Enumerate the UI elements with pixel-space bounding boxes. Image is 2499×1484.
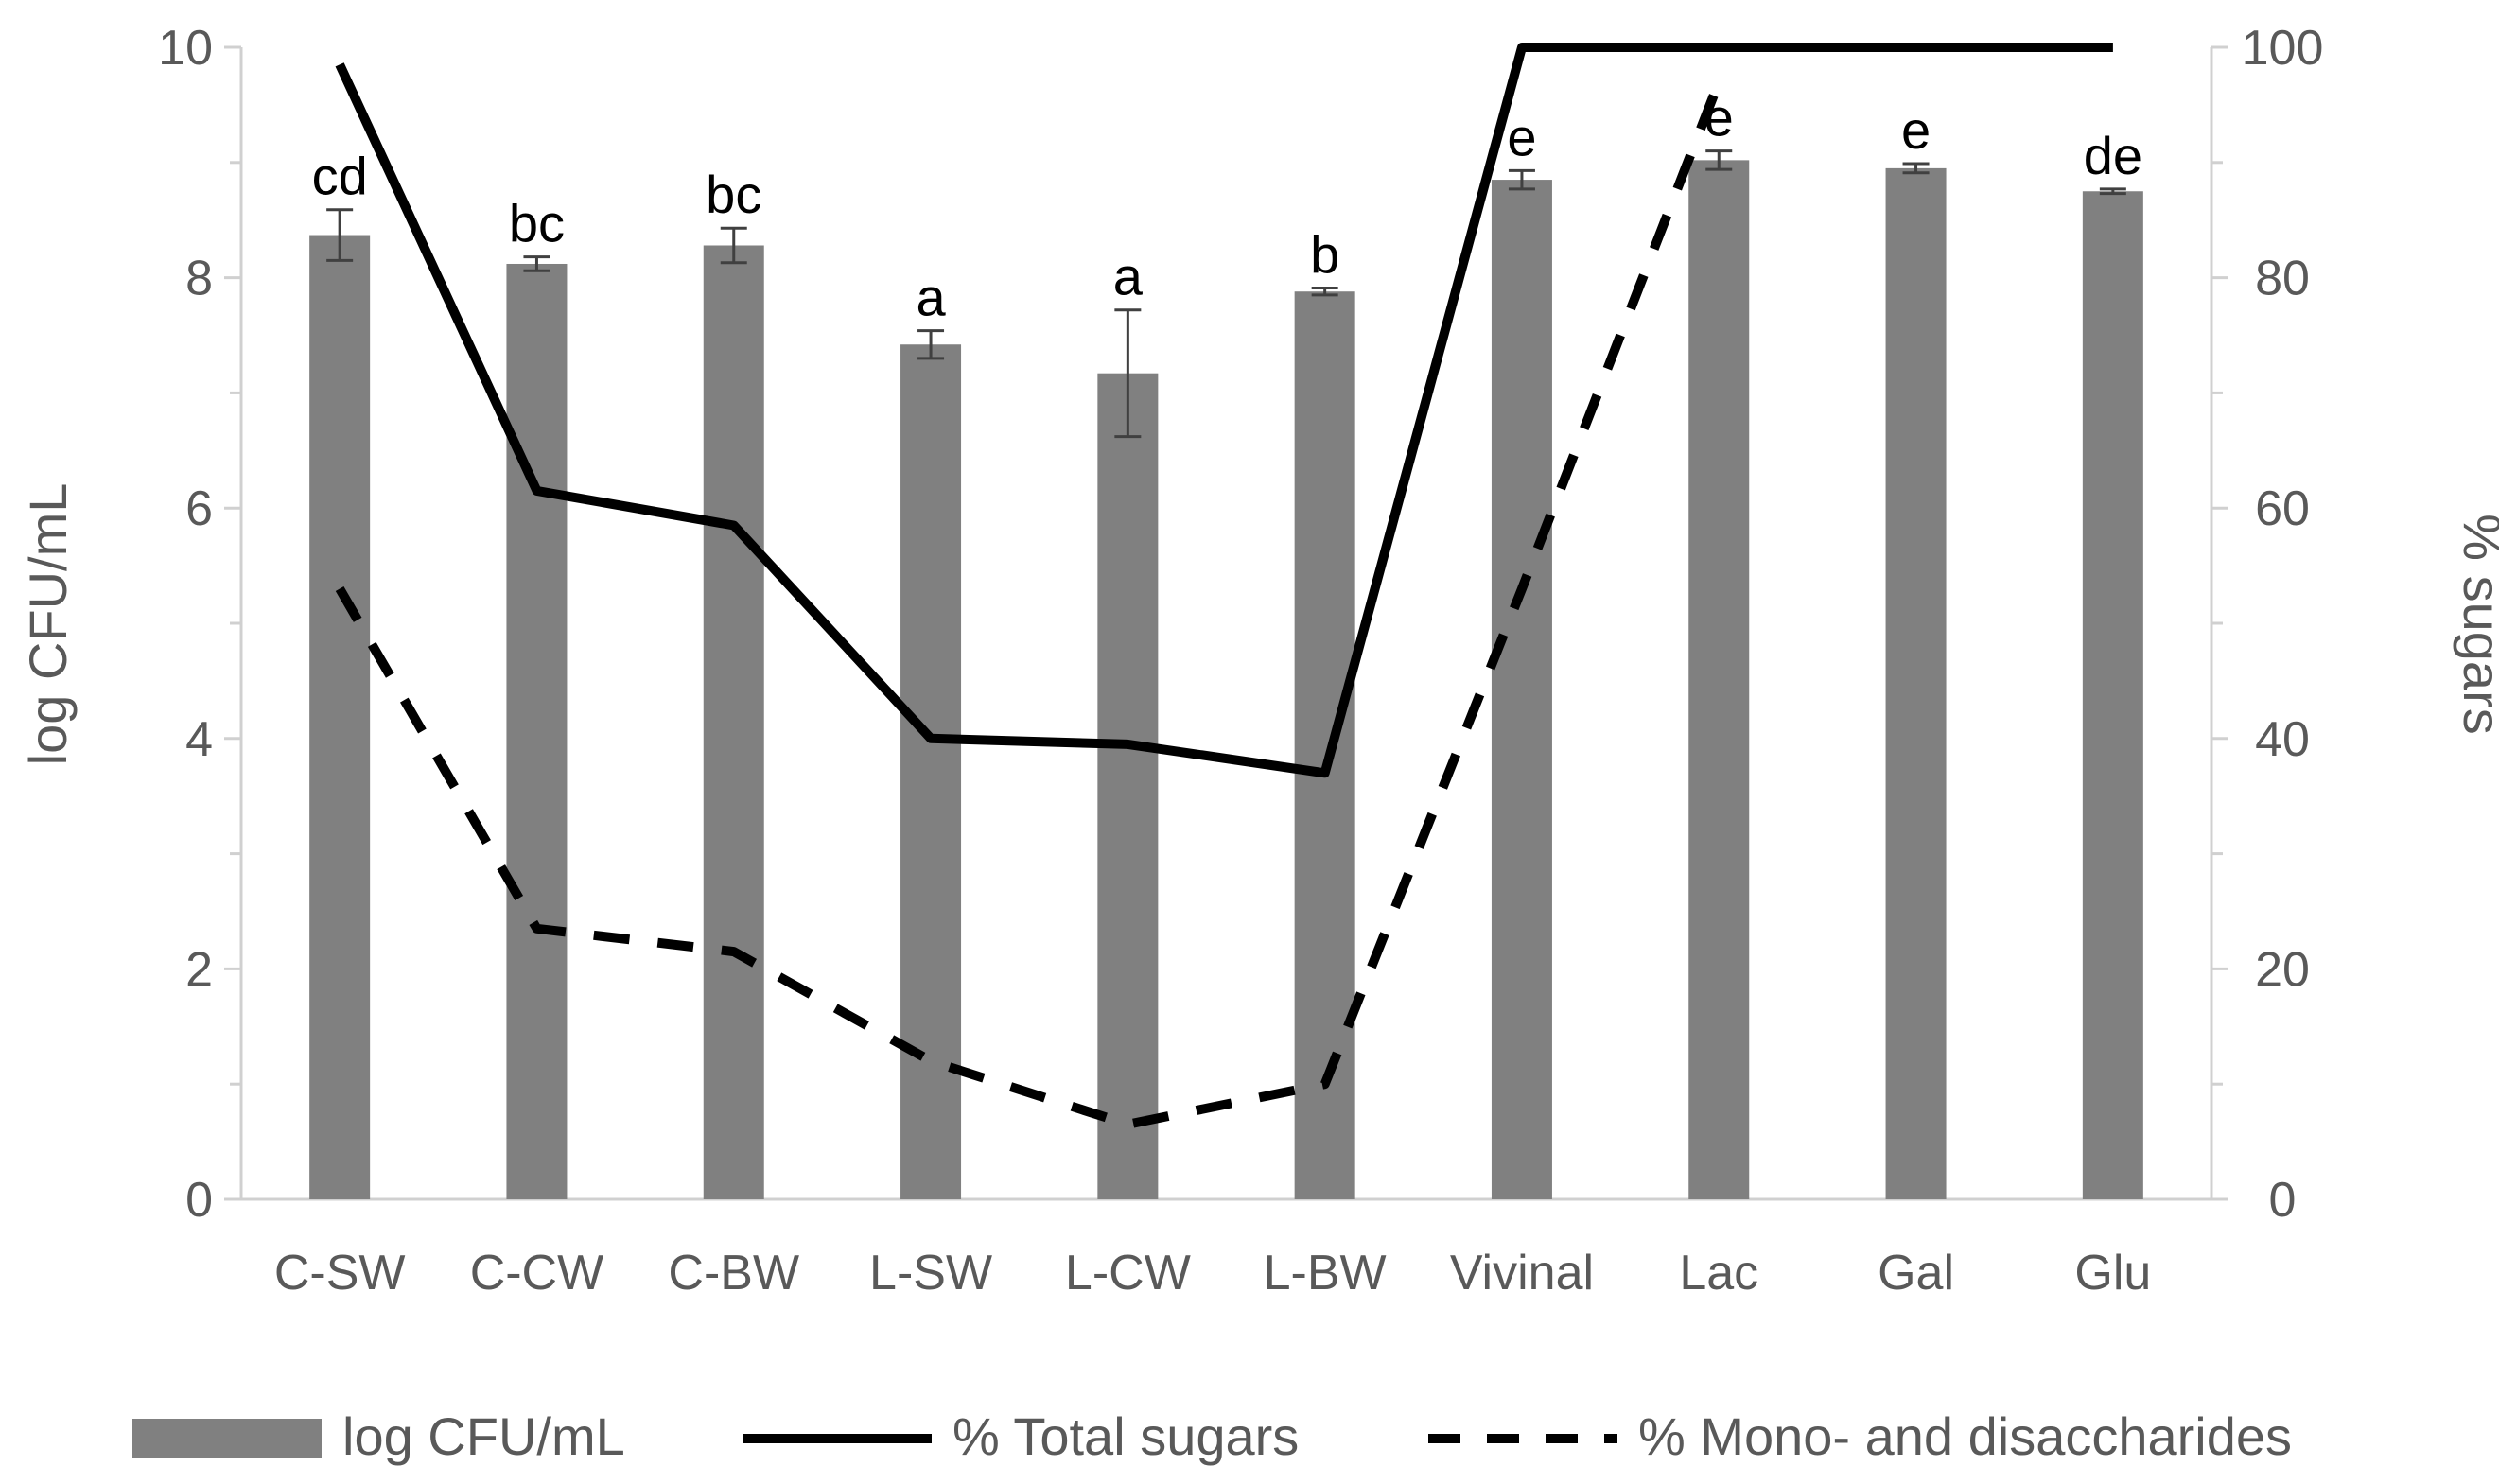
significance-label: e (1704, 88, 1734, 148)
axes-layer (224, 45, 2228, 1201)
x-tick-label: L-SW (869, 1246, 992, 1301)
x-tick-label: C-CW (470, 1246, 604, 1301)
y-right-tick-label: 100 (2242, 21, 2324, 76)
legend: log CFU/mL % Total sugars % Mono- and di… (132, 1406, 2292, 1466)
significance-label: e (1507, 107, 1536, 166)
y-left-tick-label: 6 (185, 481, 213, 536)
y-left-axis-title: log CFU/mL (18, 483, 78, 766)
legend-label-mono-disaccharides: % Mono- and disaccharides (1638, 1406, 2292, 1466)
labels-layer: 0246810020406080100cdC-SWbcC-CWbcC-BWaL-… (158, 21, 2323, 1301)
bar (1491, 180, 1552, 1199)
bar (1885, 167, 1947, 1199)
y-right-tick-label: 80 (2255, 252, 2310, 306)
legend-bar-swatch (132, 1419, 322, 1458)
significance-label: a (1113, 247, 1144, 306)
y-right-tick-label: 40 (2255, 712, 2310, 767)
significance-label: de (2084, 126, 2142, 185)
y-left-tick-label: 2 (185, 942, 213, 997)
bar (703, 245, 764, 1200)
mono-disaccharides-line (335, 79, 1723, 1129)
x-tick-label: L-CW (1065, 1246, 1191, 1301)
x-tick-label: Glu (2074, 1246, 2151, 1301)
bars-layer (309, 149, 2143, 1200)
bar (309, 235, 371, 1199)
y-right-tick-label: 60 (2255, 481, 2310, 536)
x-tick-label: C-SW (274, 1246, 406, 1301)
bar (506, 263, 568, 1199)
legend-label-total-sugars: % Total sugars (952, 1406, 1299, 1466)
y-right-tick-label: 20 (2255, 942, 2310, 997)
significance-label: bc (509, 194, 565, 253)
significance-label: a (916, 268, 946, 327)
total-sugars-line (335, 43, 2113, 778)
x-tick-label: Vivinal (1450, 1246, 1594, 1301)
y-right-axis-title: % sugars (2453, 514, 2499, 734)
x-tick-label: C-BW (668, 1246, 799, 1301)
significance-label: e (1901, 100, 1931, 160)
bar (1294, 291, 1355, 1199)
y-left-tick-label: 8 (185, 252, 213, 306)
legend-label-bars: log CFU/mL (342, 1406, 625, 1466)
significance-label: b (1310, 225, 1339, 285)
y-left-tick-label: 4 (185, 712, 213, 767)
bar (900, 344, 962, 1199)
y-left-tick-label: 10 (158, 21, 213, 76)
lines-layer (335, 43, 2113, 1129)
bar (1097, 373, 1159, 1200)
x-tick-label: Gal (1878, 1246, 1954, 1301)
significance-label: bc (706, 165, 761, 224)
x-tick-label: L-BW (1264, 1246, 1387, 1301)
x-tick-label: Lac (1679, 1246, 1758, 1301)
bar (2082, 191, 2143, 1199)
y-left-tick-label: 0 (185, 1173, 213, 1228)
y-right-tick-label: 0 (2269, 1173, 2297, 1228)
significance-label: cd (312, 147, 368, 206)
bar (1688, 160, 1750, 1199)
